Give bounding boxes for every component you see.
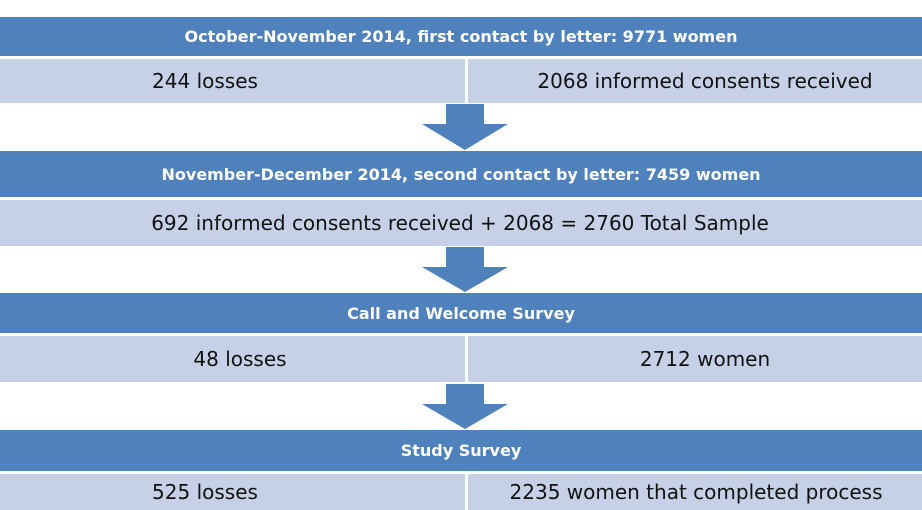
arrow [422, 384, 508, 429]
cell-text: 48 losses [193, 347, 287, 371]
cell-text: 244 losses [152, 69, 258, 93]
cell-text: 525 losses [152, 480, 258, 504]
stage-header: Call and Welcome Survey [0, 293, 922, 333]
arrow [422, 104, 508, 150]
cell-text: 2235 women that completed process [509, 480, 883, 504]
stage-header: November-December 2014, second contact b… [0, 151, 922, 197]
cell: 2235 women that completed process [468, 474, 922, 510]
cell-text: 692 informed consents received + 2068 = … [151, 211, 769, 235]
cell: 244 losses [0, 59, 465, 103]
cell-text: 2068 informed consents received [537, 69, 873, 93]
cell-text: 2712 women [639, 347, 771, 371]
cell: 525 losses [0, 474, 465, 510]
cell: 2712 women [468, 336, 922, 382]
stage-header: October-November 2014, first contact by … [0, 17, 922, 56]
stage-header: Study Survey [0, 430, 922, 471]
cell: 48 losses [0, 336, 465, 382]
arrow [422, 247, 508, 292]
cell: 2068 informed consents received [468, 59, 922, 103]
cell: 692 informed consents received + 2068 = … [0, 200, 922, 246]
